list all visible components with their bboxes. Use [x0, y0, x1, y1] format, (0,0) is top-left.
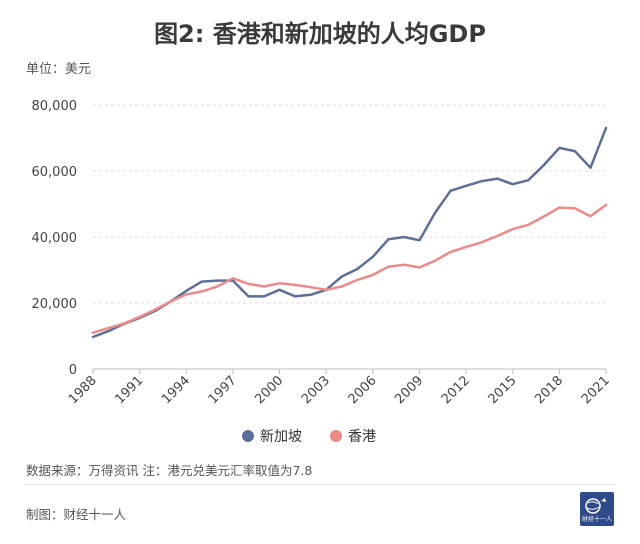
legend-label: 香港	[348, 429, 376, 445]
source-note: 数据来源：万得资讯 注：港元兑美元汇率取值为7.8	[26, 463, 313, 478]
x-tick-label: 1994	[159, 373, 193, 407]
legend-label: 新加坡	[260, 429, 302, 445]
publisher-logo: 财经十一人	[580, 492, 614, 526]
series-line-hongkong	[91, 203, 608, 334]
legend-marker	[330, 430, 342, 442]
x-tick-label: 1991	[112, 373, 146, 407]
y-tick-label: 0	[69, 363, 77, 378]
x-tick-label: 2006	[346, 373, 380, 407]
x-tick-label: 2021	[579, 373, 613, 407]
maker-credit: 制图：财经十一人	[26, 507, 127, 522]
x-tick-label: 1997	[206, 373, 240, 407]
logo-label: 财经十一人	[581, 516, 612, 523]
x-tick-label: 2012	[439, 373, 473, 407]
x-tick-label: 2000	[252, 373, 286, 407]
y-axis-unit-label: 单位：美元	[26, 62, 92, 77]
chart-title: 图2: 香港和新加坡的人均GDP	[154, 20, 486, 48]
x-tick-label: 2009	[392, 373, 426, 407]
x-tick-label: 2018	[532, 373, 566, 407]
y-tick-label: 60,000	[32, 165, 78, 180]
y-tick-label: 80,000	[32, 99, 78, 114]
legend-marker	[242, 430, 254, 442]
x-tick-label: 2003	[299, 373, 333, 407]
x-tick-label: 1988	[66, 373, 100, 407]
series-line-singapore	[91, 126, 608, 339]
x-tick-label: 2015	[486, 373, 520, 407]
globe-icon	[585, 498, 606, 514]
footer-divider	[26, 484, 614, 485]
y-tick-label: 20,000	[32, 297, 78, 312]
y-tick-label: 40,000	[32, 231, 78, 246]
